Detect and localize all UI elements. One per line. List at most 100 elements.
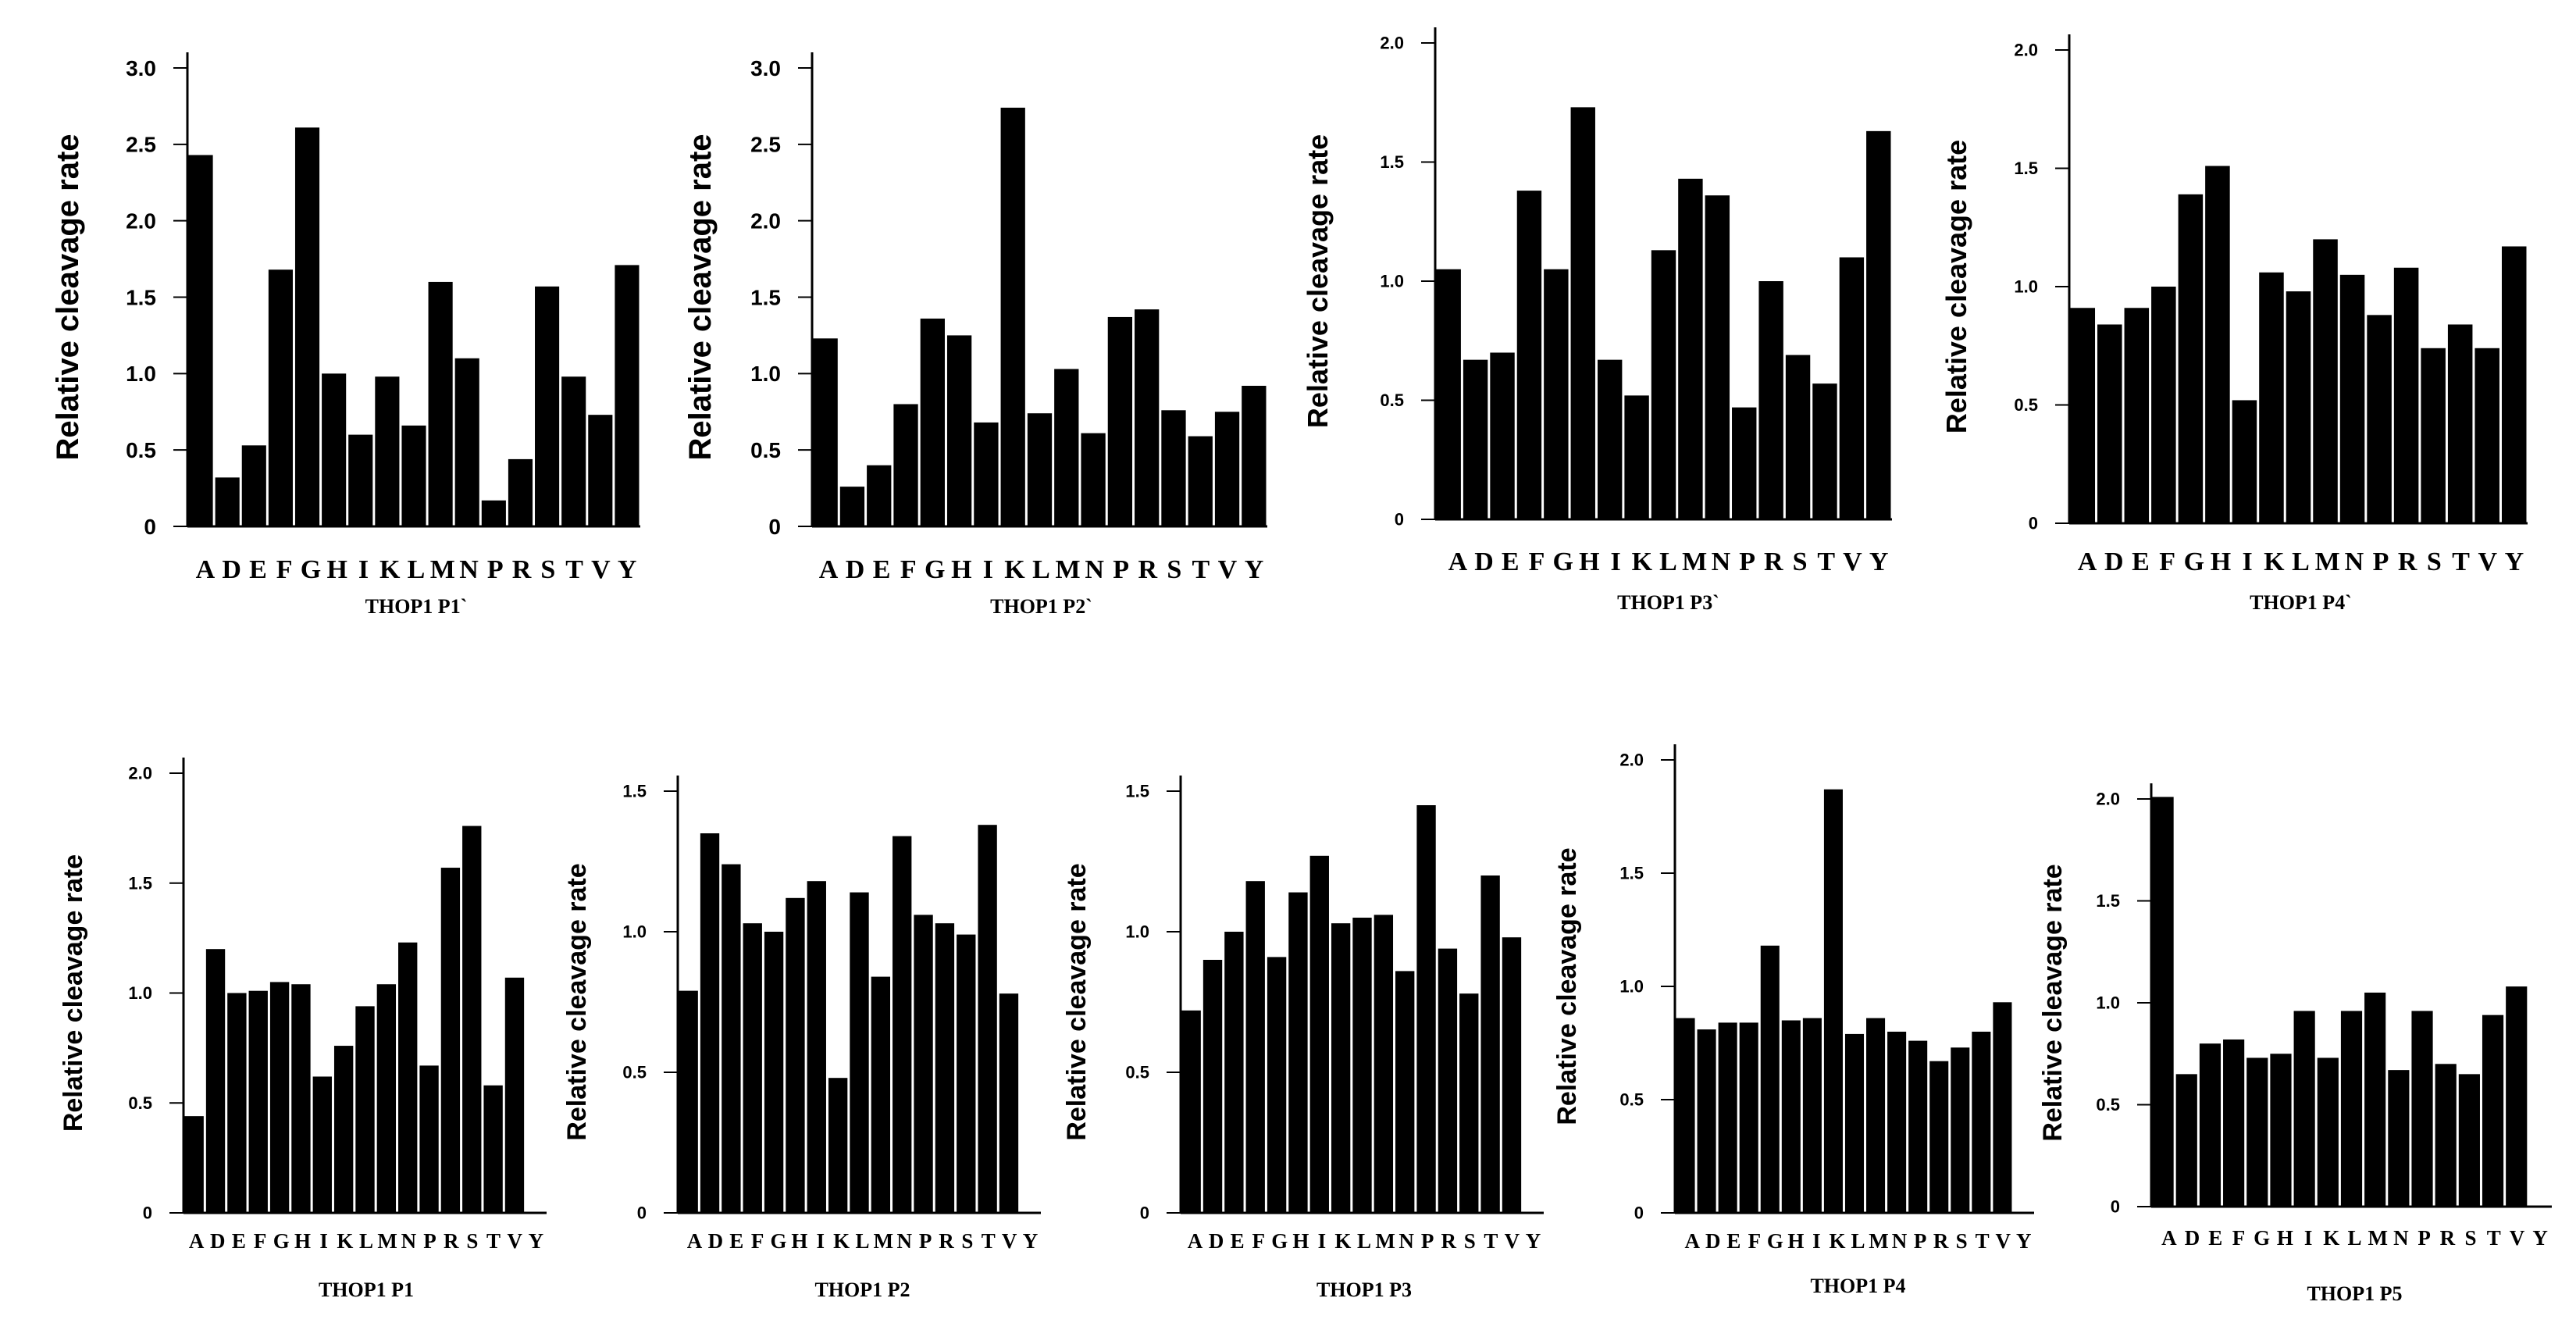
bar-E: [227, 993, 247, 1213]
bar-L: [1651, 250, 1676, 519]
bar-S: [535, 286, 560, 526]
bar-G: [2246, 1057, 2268, 1207]
x-tick-label-F: F: [2159, 547, 2175, 576]
bar-D: [839, 487, 865, 526]
bar-E: [1718, 1022, 1737, 1213]
x-tick-label-F: F: [900, 555, 917, 584]
bar-F: [268, 269, 293, 526]
y-tick-label: 2.0: [126, 209, 156, 233]
bar-V: [999, 993, 1019, 1213]
bar-D: [700, 833, 720, 1213]
bar-N: [1705, 195, 1730, 519]
x-tick-label-H: H: [951, 555, 971, 584]
y-axis-label: Relative cleavage rate: [1062, 863, 1092, 1140]
x-tick-label-I: I: [319, 1229, 328, 1253]
x-tick-label-E: E: [232, 1229, 246, 1253]
bar-P: [419, 1065, 439, 1213]
x-tick-label-D: D: [1474, 547, 1494, 576]
chart-panel-1: 0 0.5 1.0 1.5 2.0 2.5 3.0 A D E F G H I K L M N P R S T V Y Rela…: [51, 52, 640, 618]
bar-I: [348, 434, 373, 526]
bar-P: [1107, 316, 1133, 526]
bar-E: [721, 864, 741, 1213]
x-tick-label-H: H: [2277, 1226, 2293, 1250]
bar-L: [1352, 918, 1372, 1213]
y-tick-label: 1.0: [622, 922, 647, 942]
bar-Y: [615, 265, 640, 526]
x-tick-label-G: G: [770, 1229, 786, 1253]
x-tick-label-D: D: [708, 1229, 724, 1253]
bar-Y: [1242, 385, 1267, 526]
bar-G: [1544, 269, 1569, 519]
y-tick-label: 1.0: [128, 983, 152, 1003]
y-tick-label: 0.5: [1619, 1090, 1644, 1110]
x-tick-label-A: A: [2078, 547, 2097, 576]
x-tick-label-S: S: [1464, 1229, 1476, 1253]
bar-L: [355, 1006, 375, 1213]
bar-S: [462, 826, 482, 1213]
y-axis-label: Relative cleavage rate: [51, 134, 85, 460]
x-tick-label-V: V: [507, 1229, 522, 1253]
x-tick-label-M: M: [1869, 1229, 1888, 1253]
x-tick-label-G: G: [273, 1229, 290, 1253]
bar-N: [2339, 274, 2365, 523]
bar-A: [1676, 1018, 1695, 1213]
bar-R: [440, 868, 461, 1213]
x-tick-label-Y: Y: [2016, 1229, 2032, 1253]
bar-R: [935, 923, 955, 1213]
y-tick-label: 2.5: [750, 133, 781, 157]
x-tick-label-I: I: [983, 555, 993, 584]
x-tick-label-S: S: [1956, 1229, 1968, 1253]
bar-S: [2458, 1074, 2480, 1207]
chart-panel-4: 0 0.5 1.0 1.5 2.0 A D E F G H I K L M N P R S T V Y Relative c…: [1940, 34, 2528, 614]
y-tick-label: 1.5: [2096, 891, 2120, 911]
bar-K: [828, 1078, 848, 1213]
x-tick-label-T: T: [1976, 1229, 1990, 1253]
bar-P: [2367, 315, 2392, 523]
x-tick-label-G: G: [1271, 1229, 1288, 1253]
y-tick-label: 0.5: [2014, 395, 2038, 415]
x-tick-label-P: P: [1421, 1229, 1434, 1253]
bar-R: [2435, 1064, 2457, 1207]
x-tick-label-A: A: [196, 555, 216, 584]
x-tick-label-A: A: [2161, 1226, 2177, 1250]
x-tick-label-Y: Y: [529, 1229, 544, 1253]
x-tick-label-M: M: [1375, 1229, 1395, 1253]
x-tick-label-S: S: [961, 1229, 973, 1253]
y-tick-label: 0.5: [1380, 390, 1404, 410]
x-tick-label-F: F: [2232, 1226, 2246, 1250]
bar-N: [2388, 1070, 2410, 1207]
x-tick-label-N: N: [1085, 555, 1104, 584]
x-tick-label-K: K: [1632, 547, 1653, 576]
x-tick-label-I: I: [1812, 1229, 1821, 1253]
x-tick-label-T: T: [2487, 1226, 2501, 1250]
bar-S: [1459, 993, 1479, 1213]
bar-G: [764, 932, 784, 1213]
x-tick-label-H: H: [1787, 1229, 1804, 1253]
bar-R: [508, 458, 533, 526]
y-axis-label: Relative cleavage rate: [59, 854, 88, 1132]
bar-N: [454, 358, 479, 526]
bar-A: [1436, 269, 1461, 519]
x-tick-label-S: S: [2427, 547, 2442, 576]
x-tick-label-A: A: [1188, 1229, 1203, 1253]
x-tick-label-I: I: [2243, 547, 2253, 576]
x-tick-label-E: E: [729, 1229, 743, 1253]
bar-S: [957, 934, 976, 1213]
bar-F: [893, 404, 918, 526]
x-tick-label-I: I: [816, 1229, 825, 1253]
bar-I: [807, 881, 826, 1213]
chart-panel-9: 0 0.5 1.0 1.5 2.0 A D E F G H I K L M N P R S T V Y Relative c…: [2038, 783, 2552, 1305]
bar-L: [401, 425, 426, 526]
y-tick-label: 1.5: [1619, 864, 1644, 883]
y-tick-label: 2.5: [126, 133, 156, 157]
x-tick-label-N: N: [401, 1229, 417, 1253]
bar-M: [428, 281, 453, 526]
x-tick-label-V: V: [1843, 547, 1862, 576]
x-tick-label-V: V: [2510, 1226, 2525, 1250]
x-tick-label-K: K: [833, 1229, 850, 1253]
bar-H: [2205, 166, 2230, 523]
bar-V: [1839, 257, 1865, 519]
x-tick-label-R: R: [939, 1229, 954, 1253]
x-tick-label-V: V: [1218, 555, 1238, 584]
bar-R: [1758, 281, 1783, 519]
